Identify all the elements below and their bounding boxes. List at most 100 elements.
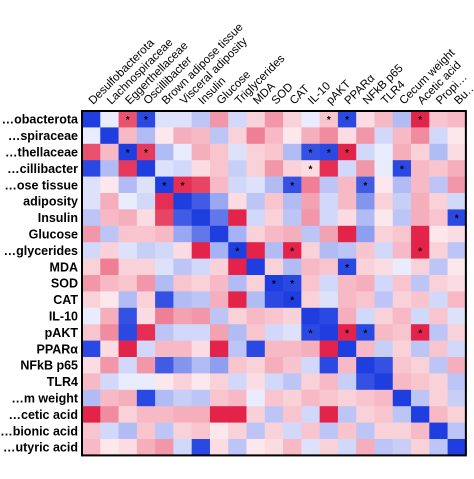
heatmap-cell <box>392 357 412 374</box>
heatmap-cell <box>319 225 339 243</box>
heatmap-cell <box>374 160 394 177</box>
heatmap-cell <box>283 143 302 161</box>
heatmap-cell <box>319 357 339 374</box>
heatmap-cell <box>319 143 339 161</box>
heatmap-cell <box>411 111 430 128</box>
heatmap-cell <box>228 307 247 325</box>
heatmap-cell <box>319 422 339 440</box>
heatmap-cell <box>356 225 375 243</box>
heatmap-cell <box>429 324 448 341</box>
heatmap-cell <box>301 422 320 440</box>
heatmap-cell <box>136 389 156 407</box>
heatmap-cell <box>392 340 412 358</box>
heatmap-cell <box>191 176 211 194</box>
heatmap-cell <box>447 291 467 309</box>
heatmap-cell <box>264 242 284 259</box>
heatmap-cell <box>228 176 247 194</box>
heatmap-cell <box>228 127 247 145</box>
heatmap-cell <box>374 406 394 423</box>
heatmap-cell <box>411 389 430 407</box>
heatmap-cell <box>374 324 394 341</box>
heatmap-cell <box>264 143 284 161</box>
heatmap-cell <box>100 127 119 145</box>
heatmap-cell <box>246 307 266 325</box>
heatmap-cell <box>100 275 119 292</box>
heatmap-cell <box>246 275 266 292</box>
heatmap-cell <box>209 176 229 194</box>
heatmap-cell <box>155 143 174 161</box>
heatmap-cell <box>264 176 284 194</box>
heatmap-cell <box>283 209 302 227</box>
heatmap-cell <box>374 242 394 259</box>
heatmap-cell <box>246 406 266 423</box>
row-label: …cillibacter <box>7 162 78 176</box>
heatmap-cell <box>246 258 266 276</box>
row-label: MDA <box>50 260 78 274</box>
row-label: SOD <box>51 277 78 291</box>
heatmap-cell <box>429 307 448 325</box>
heatmap-cell <box>228 373 247 391</box>
heatmap-cell <box>337 143 357 161</box>
heatmap-cell <box>118 422 138 440</box>
heatmap-cell <box>118 176 138 194</box>
heatmap-cell <box>392 439 412 456</box>
heatmap-cell <box>374 193 394 210</box>
heatmap-cell <box>82 160 101 177</box>
heatmap-cell <box>264 160 284 177</box>
heatmap-cell <box>337 389 357 407</box>
significance-star: * <box>363 328 367 339</box>
heatmap-cell <box>447 160 467 177</box>
heatmap-cell <box>264 291 284 309</box>
row-label: …utyric acid <box>3 441 78 455</box>
heatmap-cell <box>246 176 266 194</box>
heatmap-cell <box>209 275 229 292</box>
heatmap-cell <box>301 111 320 128</box>
heatmap-cell <box>411 307 430 325</box>
heatmap-cell <box>173 143 192 161</box>
heatmap-cell <box>209 291 229 309</box>
row-label: TLR4 <box>47 375 78 389</box>
heatmap-cell <box>82 389 101 407</box>
heatmap-cell <box>246 291 266 309</box>
heatmap-cell <box>173 324 192 341</box>
significance-star: * <box>290 246 294 257</box>
heatmap-cell <box>392 373 412 391</box>
heatmap-cell <box>319 160 339 177</box>
heatmap-cell <box>100 242 119 259</box>
heatmap-cell <box>411 340 430 358</box>
heatmap-cell <box>82 439 101 456</box>
heatmap-cell <box>447 176 467 194</box>
row-label: PPARα <box>37 342 79 356</box>
heatmap-cell <box>429 389 448 407</box>
heatmap-cell <box>228 389 247 407</box>
heatmap-cell <box>429 275 448 292</box>
heatmap-cell <box>411 373 430 391</box>
heatmap-cell <box>337 160 357 177</box>
heatmap-cell <box>228 225 247 243</box>
heatmap-cell <box>155 357 174 374</box>
heatmap-cell <box>374 225 394 243</box>
heatmap-cell <box>264 389 284 407</box>
heatmap-cell <box>136 422 156 440</box>
heatmap-cell <box>319 193 339 210</box>
heatmap-cell <box>337 406 357 423</box>
heatmap-cell <box>118 439 138 456</box>
heatmap-cell <box>301 143 320 161</box>
heatmap-cell <box>429 209 448 227</box>
heatmap-cell <box>136 406 156 423</box>
heatmap-cell <box>191 291 211 309</box>
heatmap-cell <box>447 439 467 456</box>
heatmap-cell <box>191 225 211 243</box>
heatmap-cell <box>283 225 302 243</box>
row-label: …ose tissue <box>4 178 78 192</box>
heatmap-cell <box>173 160 192 177</box>
heatmap-cell <box>374 389 394 407</box>
heatmap-cell <box>429 111 448 128</box>
significance-star: * <box>345 328 349 339</box>
heatmap-cell <box>356 406 375 423</box>
heatmap-cell <box>82 307 101 325</box>
heatmap-cell <box>319 242 339 259</box>
heatmap-cell <box>356 307 375 325</box>
heatmap-cell <box>374 143 394 161</box>
plot-border <box>81 110 467 457</box>
